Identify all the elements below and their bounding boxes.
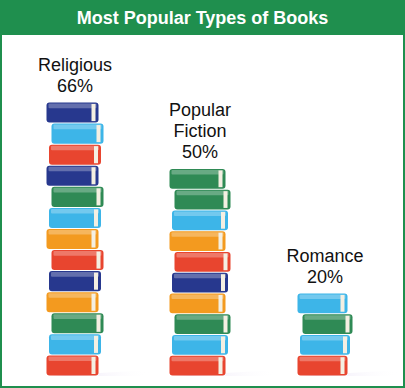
book-pages bbox=[97, 252, 101, 269]
book bbox=[47, 355, 99, 375]
book-pages bbox=[97, 315, 101, 332]
book-highlight bbox=[49, 167, 97, 172]
book-pages bbox=[219, 295, 223, 312]
book-pages bbox=[94, 146, 98, 163]
category-label: PopularFiction bbox=[169, 100, 231, 141]
book-highlight bbox=[54, 251, 102, 256]
book-stack bbox=[298, 293, 353, 375]
book bbox=[52, 124, 104, 144]
book-highlight bbox=[49, 293, 97, 298]
book-highlight bbox=[49, 356, 97, 361]
book bbox=[175, 252, 231, 272]
book-highlight bbox=[305, 315, 351, 320]
book-pages bbox=[97, 125, 101, 142]
book-highlight bbox=[174, 274, 226, 279]
book bbox=[49, 145, 101, 165]
book bbox=[170, 293, 226, 313]
category-line: Romance bbox=[286, 246, 363, 266]
book-pages bbox=[221, 212, 225, 229]
book bbox=[298, 356, 348, 376]
book bbox=[47, 103, 99, 123]
book bbox=[172, 210, 228, 230]
book bbox=[175, 314, 231, 334]
book bbox=[298, 293, 348, 313]
book bbox=[47, 292, 99, 312]
book-pages bbox=[92, 230, 96, 247]
category-line: Fiction bbox=[173, 121, 226, 141]
book-pages bbox=[92, 357, 96, 374]
book-highlight bbox=[302, 336, 348, 341]
book-pages bbox=[341, 295, 345, 312]
book-highlight bbox=[172, 294, 224, 299]
book bbox=[47, 166, 99, 186]
book-pages bbox=[92, 294, 96, 311]
book-highlight bbox=[172, 170, 224, 175]
book bbox=[170, 231, 226, 251]
book-highlight bbox=[51, 146, 99, 151]
book-pages bbox=[219, 170, 223, 187]
book-highlight bbox=[300, 357, 346, 362]
book-pages bbox=[94, 209, 98, 226]
book-highlight bbox=[51, 209, 99, 214]
title-bar bbox=[1, 1, 404, 35]
book bbox=[47, 229, 99, 249]
book-highlight bbox=[51, 272, 99, 277]
book bbox=[52, 187, 104, 207]
category-line: Religious bbox=[38, 55, 112, 75]
book-highlight bbox=[177, 191, 229, 196]
category-line: Popular bbox=[169, 100, 231, 120]
book-highlight bbox=[49, 230, 97, 235]
book bbox=[49, 334, 101, 354]
book-pages bbox=[92, 104, 96, 121]
book-pages bbox=[224, 253, 228, 270]
book-pages bbox=[94, 273, 98, 290]
book-highlight bbox=[174, 336, 226, 341]
chart-root: Most Popular Types of Books 66%Religious 5… bbox=[0, 0, 405, 388]
book-pages bbox=[224, 191, 228, 208]
book-pages bbox=[92, 167, 96, 184]
book bbox=[170, 356, 226, 376]
book bbox=[49, 208, 101, 228]
book bbox=[303, 314, 353, 334]
book bbox=[52, 313, 104, 333]
book-pages bbox=[219, 233, 223, 250]
title: Most Popular Types of Books bbox=[77, 8, 329, 28]
book bbox=[52, 250, 104, 270]
book-pages bbox=[341, 357, 345, 374]
book-highlight bbox=[172, 232, 224, 237]
book-stack bbox=[170, 169, 231, 376]
book bbox=[170, 169, 226, 189]
book-highlight bbox=[177, 315, 229, 320]
book-highlight bbox=[54, 125, 102, 130]
book-highlight bbox=[177, 253, 229, 258]
book-highlight bbox=[172, 357, 224, 362]
book-pages bbox=[346, 316, 350, 333]
book bbox=[175, 190, 231, 210]
book-highlight bbox=[54, 188, 102, 193]
book-highlight bbox=[300, 294, 346, 299]
book-pages bbox=[224, 316, 228, 333]
book-pages bbox=[219, 357, 223, 374]
book bbox=[300, 335, 350, 355]
book bbox=[172, 273, 228, 293]
frame bbox=[1, 1, 404, 387]
book-highlight bbox=[174, 211, 226, 216]
category-label: Romance bbox=[286, 246, 363, 266]
book bbox=[172, 335, 228, 355]
book-pages bbox=[221, 336, 225, 353]
data-label: 50% bbox=[182, 142, 218, 162]
book-highlight bbox=[49, 104, 97, 109]
category-label: Religious bbox=[38, 55, 112, 75]
data-label: 20% bbox=[307, 267, 343, 287]
book-highlight bbox=[54, 314, 102, 319]
book-pages bbox=[343, 336, 347, 353]
book-pages bbox=[97, 188, 101, 205]
book-pages bbox=[94, 336, 98, 353]
data-label: 66% bbox=[57, 76, 93, 96]
book-pages bbox=[221, 274, 225, 291]
book-highlight bbox=[51, 335, 99, 340]
book-stack bbox=[47, 103, 104, 376]
book bbox=[49, 271, 101, 291]
